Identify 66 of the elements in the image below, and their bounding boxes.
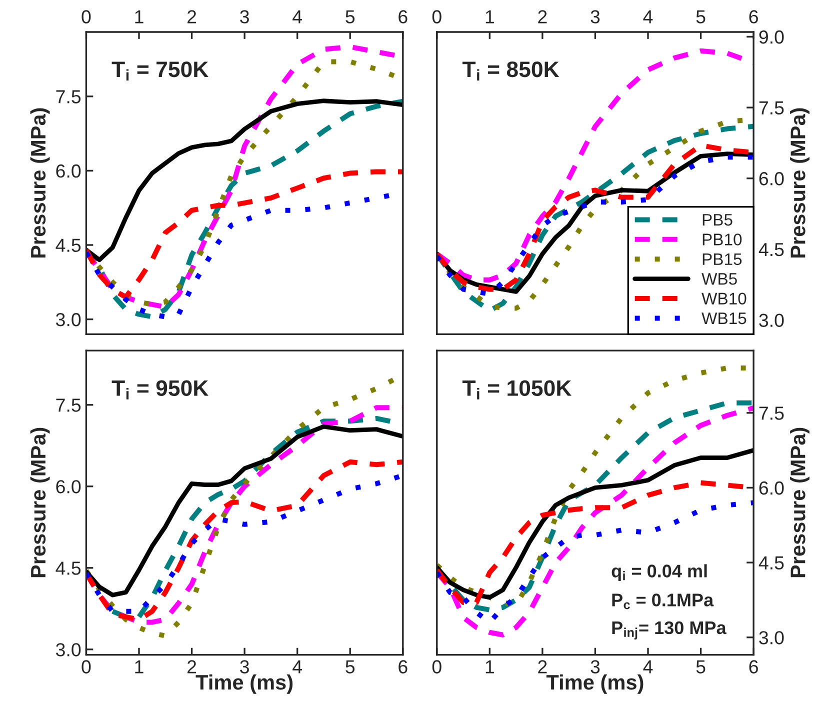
- x-tick-label: 0: [82, 660, 91, 674]
- y-tick-label: 7.5: [759, 406, 784, 420]
- line-series: [86, 424, 403, 598]
- y-tick-label: 6.0: [759, 172, 784, 186]
- x-tick-label: 3: [590, 660, 600, 674]
- x-tick-label: 2: [188, 660, 196, 674]
- y-tick-label: 4.5: [758, 243, 784, 256]
- x-tick-label: 6: [749, 660, 758, 674]
- x-axis-title: Time (ms): [196, 674, 293, 694]
- x-tick-label: 5: [346, 660, 355, 674]
- annotation: q$_{i}$ = 0.04 ml: [612, 564, 707, 582]
- x-tick-label: 0: [432, 660, 442, 674]
- y-axis-title: Pressure (MPa): [30, 428, 50, 578]
- x-tick-label: 1: [486, 660, 494, 674]
- y-tick-label: 7.5: [56, 90, 81, 104]
- x-tick-label: 1: [486, 10, 494, 24]
- y-tick-label: 6.0: [759, 481, 784, 495]
- legend-label: PB15: [702, 253, 742, 266]
- y-axis-title: Pressure (MPa): [30, 108, 50, 258]
- legend-label: WB10: [702, 292, 746, 305]
- y-tick-label: 7.5: [56, 398, 81, 412]
- x-tick-label: 5: [346, 10, 355, 24]
- x-tick-label: 3: [240, 660, 249, 674]
- x-tick-label: 2: [188, 10, 196, 24]
- y-tick-label: 3.0: [759, 631, 784, 644]
- x-tick-label: 0: [82, 10, 91, 24]
- y-tick-label: 7.5: [759, 101, 784, 115]
- legend-label: WB5: [702, 273, 737, 285]
- annotation: T$_{i}$ = 1050K: [462, 380, 572, 400]
- x-tick-label: 4: [643, 660, 653, 674]
- x-tick-label: 1: [135, 10, 144, 24]
- x-tick-label: 6: [398, 10, 408, 24]
- x-tick-label: 4: [643, 10, 653, 24]
- x-tick-label: 2: [538, 10, 547, 24]
- legend-label: PB10: [702, 234, 742, 246]
- line-series: [86, 98, 403, 262]
- x-axis-title: Time (ms): [546, 674, 644, 694]
- x-tick-label: 5: [696, 660, 706, 674]
- x-tick-label: 3: [240, 10, 249, 24]
- x-tick-label: 3: [590, 10, 600, 24]
- y-tick-label: 6.0: [56, 164, 81, 178]
- x-tick-label: 5: [696, 10, 706, 24]
- x-tick-label: 6: [749, 10, 758, 24]
- annotation: T$_{i}$ = 950K: [112, 380, 208, 400]
- x-tick-label: 6: [398, 660, 408, 674]
- annotation: T$_{i}$ = 750K: [112, 61, 208, 81]
- legend-label: WB15: [702, 312, 746, 324]
- annotation: P$_{c}$ = 0.1MPa: [612, 594, 714, 610]
- y-tick-label: 4.5: [758, 556, 784, 570]
- x-tick-label: 4: [292, 10, 302, 24]
- x-tick-label: 1: [135, 660, 144, 674]
- y-tick-label: 3.0: [56, 313, 81, 326]
- y-tick-label: 4.5: [56, 562, 81, 575]
- y-tick-label: 4.5: [56, 238, 81, 252]
- x-tick-label: 0: [432, 10, 442, 24]
- y-axis-title: Pressure (MPa): [790, 108, 810, 258]
- annotation: P$_{inj}$= 130 MPa: [612, 621, 726, 640]
- y-tick-label: 3.0: [759, 314, 784, 327]
- x-tick-label: 2: [538, 660, 547, 674]
- x-tick-label: 4: [292, 660, 302, 674]
- annotation: T$_{i}$ = 850K: [462, 61, 560, 81]
- y-axis-title: Pressure (MPa): [790, 428, 810, 578]
- y-tick-label: 3.0: [56, 643, 81, 656]
- y-tick-label: 6.0: [56, 480, 81, 494]
- legend-label: PB5: [702, 214, 732, 226]
- y-tick-label: 9.0: [759, 30, 784, 44]
